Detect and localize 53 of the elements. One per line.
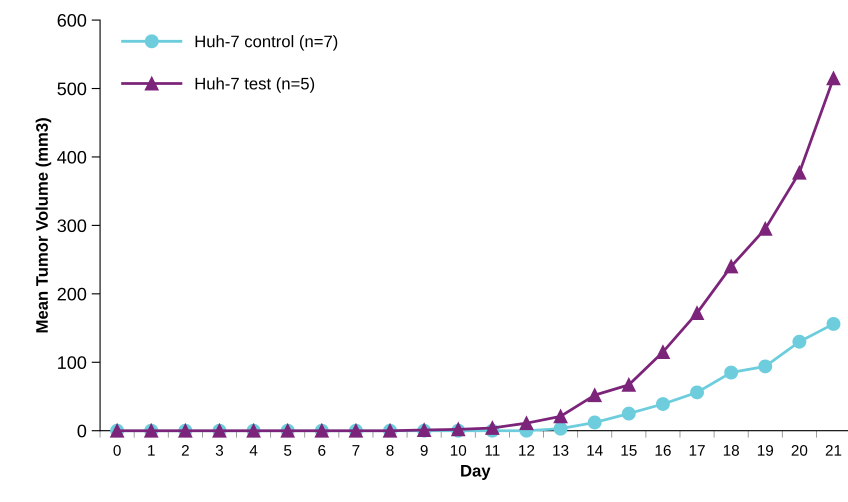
y-tick-label: 500 [57,82,86,96]
x-tick-label: 4 [250,445,258,456]
x-tick-label: 1 [148,445,155,456]
point [724,260,738,274]
x-tick-label: 9 [420,445,428,456]
x-axis-title: Day [461,465,491,480]
y-tick-label: 600 [58,14,86,27]
x-tick-label: 11 [486,445,500,456]
x-tick-label: 14 [587,445,603,456]
x-tick-label: 7 [352,445,360,456]
x-tick-label: 13 [553,445,568,456]
y-tick-label: 100 [58,356,86,369]
legend-label: Huh-7 control (n=7) [196,35,338,51]
x-tick-label: 12 [519,445,534,456]
point [656,345,670,359]
x-tick-label: 10 [450,445,466,456]
x-tick-label: 3 [216,445,224,456]
y-tick-label: 300 [57,219,86,232]
x-tick-label: 19 [758,445,774,456]
point [690,385,704,400]
x-tick-label: 16 [656,445,671,456]
point [588,388,602,402]
point [758,359,772,374]
point [826,317,840,331]
x-tick-label: 18 [724,445,739,456]
point [792,166,806,180]
x-tick-label: 0 [113,445,121,456]
x-tick-label: 20 [792,445,808,456]
point [520,416,534,430]
x-tick-label: 6 [318,445,326,456]
point [792,334,806,349]
x-tick-label: 17 [690,445,705,456]
point [554,409,568,424]
legend-label: Huh-7 test (n=5) [196,77,314,93]
point [622,378,636,392]
x-tick-label: 8 [386,445,394,456]
point [690,306,704,320]
x-tick-label: 2 [182,445,189,456]
point [724,366,738,380]
x-tick-label: 21 [826,445,842,456]
y-axis-title: Mean Tumor Volume (mm3) [36,118,52,332]
y-tick-label: 400 [57,150,86,164]
point [826,71,840,86]
point [758,222,772,236]
point [554,422,568,436]
point [656,397,670,411]
point [588,416,602,430]
y-tick-label: 0 [78,424,86,438]
point [622,406,636,421]
point [485,421,500,435]
x-tick-label: 5 [284,445,292,456]
x-tick-label: 15 [621,445,637,456]
y-tick-label: 200 [58,288,86,301]
